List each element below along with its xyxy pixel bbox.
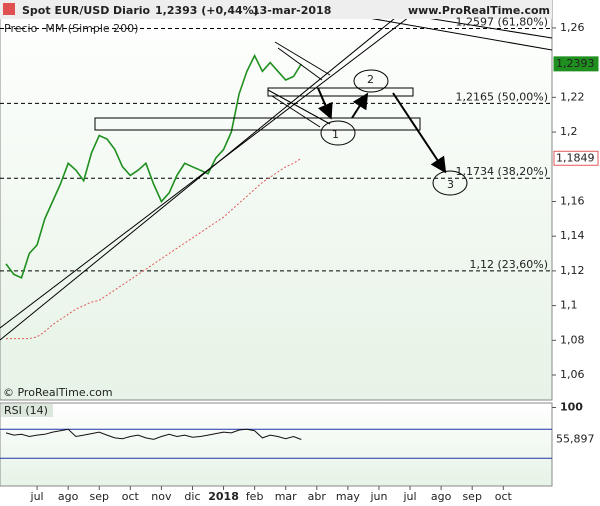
trendline [277, 47, 323, 81]
y-tick-label: 100 [560, 401, 583, 414]
trendline [271, 95, 321, 128]
series-line [5, 428, 302, 440]
y-tick-label: 1,26 [560, 21, 585, 34]
trendline [0, 13, 414, 329]
zone-box [94, 117, 421, 131]
trendline [0, 13, 401, 341]
wave-ellipse [320, 120, 356, 146]
x-tick-label: jun [369, 490, 387, 503]
last-value-label: 1,2393 [556, 57, 595, 70]
last-value-box [553, 56, 599, 72]
legend-entry: RSI (14) [4, 404, 48, 417]
wave-label: 2 [367, 73, 374, 86]
y-tick-label: 1,22 [560, 90, 585, 103]
wave-ellipse [353, 69, 389, 93]
wave-ellipse [432, 170, 468, 196]
y-tick-label: 1,14 [560, 229, 585, 242]
last-value-label: 55,897 [556, 432, 595, 445]
date: 13-mar-2018 [252, 4, 331, 17]
x-tick-label: nov [151, 490, 172, 503]
y-tick-label: 1,1 [560, 299, 578, 312]
legend-entry: MM (Simple 200) [45, 22, 138, 35]
x-tick-label: jul [30, 490, 44, 503]
level-label: 1,1734 (38,20%) [455, 165, 548, 178]
wave-label: 3 [447, 178, 454, 191]
y-tick-label: 1,12 [560, 264, 585, 277]
wave-label: 1 [332, 128, 339, 141]
price-panel [0, 0, 553, 401]
series-line [6, 157, 302, 340]
header-icon [3, 3, 15, 15]
x-tick-label: oct [495, 490, 513, 503]
x-tick-label: sep [89, 490, 108, 503]
last-value-label: 1,1849 [556, 151, 595, 164]
arrow [317, 87, 333, 120]
site: www.ProRealTime.com [408, 4, 550, 17]
level-label: 1,12 (23,60%) [469, 258, 548, 271]
arrow [392, 92, 447, 174]
y-tick-label: 1,16 [560, 194, 585, 207]
header-bar [0, 0, 552, 19]
x-tick-label: jul [402, 490, 416, 503]
period: Diario [113, 4, 151, 17]
y-tick-label: 1,06 [560, 368, 585, 381]
x-tick-label: may [336, 490, 360, 503]
series-line [5, 53, 302, 279]
x-tick-label: ago [431, 490, 452, 503]
rsi-panel [0, 402, 553, 487]
x-tick-label: abr [308, 490, 327, 503]
last-price: 1,2393 (+0,44%) [155, 4, 259, 17]
y-tick-label: 1,2 [560, 125, 578, 138]
last-value-box [553, 150, 599, 166]
trendline [274, 41, 331, 76]
level-label: 1,2597 (61,80%) [455, 15, 548, 28]
x-tick-label: dic [184, 490, 200, 503]
zone-box [267, 87, 414, 97]
x-tick-label: sep [462, 490, 481, 503]
x-tick-label: ago [58, 490, 79, 503]
legend-entry: Precio [4, 22, 38, 35]
level-label: 1,2165 (50,00%) [455, 90, 548, 103]
legend-box [1, 404, 53, 417]
x-tick-label: oct [122, 490, 140, 503]
x-tick-label: feb [246, 490, 264, 503]
instrument: Spot EUR/USD [22, 4, 109, 17]
x-tick-label: mar [275, 490, 297, 503]
copyright: © ProRealTime.com [3, 386, 113, 399]
arrow [351, 92, 369, 119]
y-tick-label: 1,08 [560, 333, 585, 346]
x-tick-label: 2018 [208, 490, 239, 503]
